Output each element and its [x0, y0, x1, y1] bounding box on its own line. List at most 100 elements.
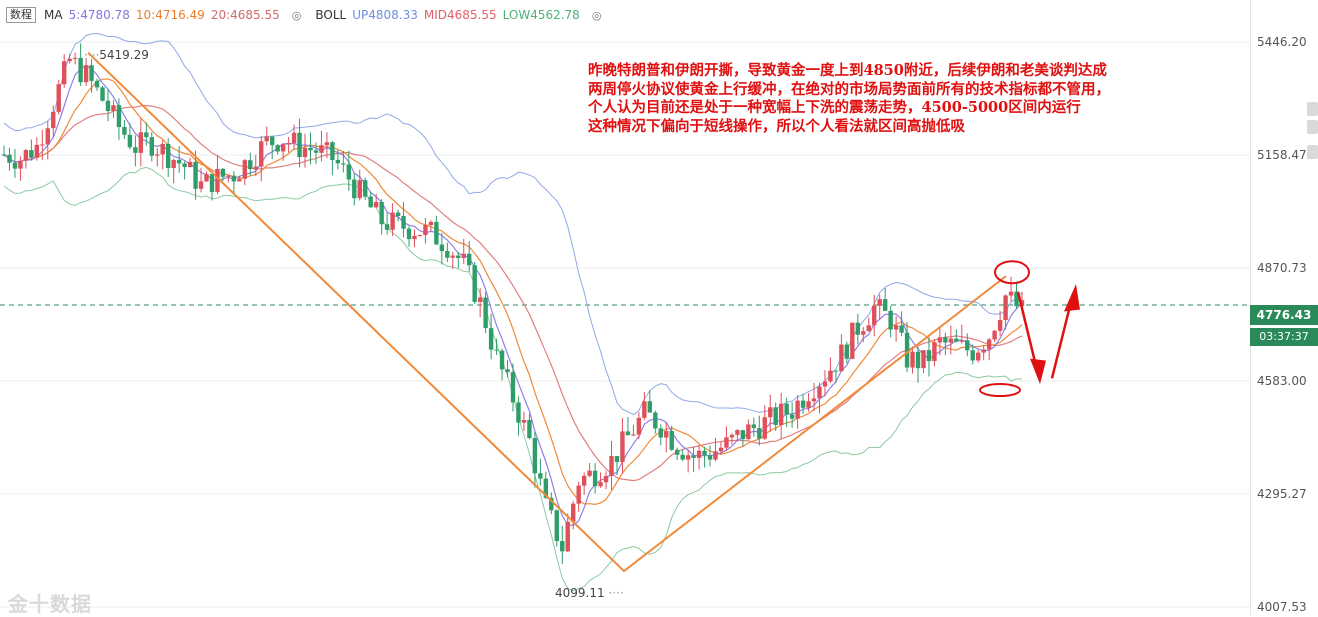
candle-body: [833, 370, 839, 372]
candle-body: [986, 339, 992, 350]
tab-label[interactable]: 数程: [6, 7, 36, 23]
ma10-line: [3, 78, 1023, 506]
candle-body: [910, 351, 915, 368]
candle-body: [921, 350, 926, 369]
candle-body: [565, 521, 570, 552]
candle-body: [264, 136, 269, 142]
candle-body: [620, 431, 625, 463]
candle-body: [319, 145, 324, 153]
candle-body: [757, 428, 762, 439]
candle-body: [499, 350, 505, 370]
watermark-logo: 金十数据: [8, 592, 92, 616]
candle-body: [538, 473, 543, 479]
candle-body: [932, 342, 937, 362]
candle-body: [483, 297, 488, 329]
candle-body: [587, 470, 592, 476]
scroll-handle-icon[interactable]: [1307, 145, 1318, 159]
candle-body: [395, 212, 401, 217]
high-marker: ····5419.29: [84, 48, 149, 62]
candle-body: [379, 201, 384, 225]
candle-body: [735, 430, 740, 435]
candle-body: [302, 147, 308, 157]
candle-body: [571, 503, 576, 522]
candle-body: [149, 137, 154, 156]
candle-body: [445, 251, 450, 258]
candle-body: [116, 105, 122, 128]
candle-body: [297, 132, 302, 157]
candle-body: [51, 111, 56, 129]
low-marker: 4099.11 ····: [555, 586, 624, 600]
candle-body: [248, 160, 253, 170]
candles: [1, 43, 1025, 565]
gridlines: [0, 41, 1250, 608]
countdown-tag: 03:37:37: [1250, 328, 1318, 346]
candle-body: [269, 136, 275, 146]
candle-body: [789, 414, 795, 419]
candle-body: [456, 255, 461, 259]
candle-body: [390, 212, 395, 230]
candle-body: [631, 434, 636, 436]
candle-body: [472, 265, 477, 302]
candle-body: [527, 420, 532, 439]
down-arrow-head: [1030, 358, 1046, 385]
candle-body: [352, 179, 357, 199]
axis-tick-label: 5158.47: [1257, 148, 1307, 162]
axis-tick-label: 4295.27: [1257, 487, 1307, 501]
candle-body: [729, 434, 735, 438]
candle-body: [176, 159, 182, 164]
candle-body: [674, 449, 680, 455]
candle-body: [598, 482, 603, 487]
candle-body: [204, 174, 209, 182]
candle-body: [954, 338, 959, 342]
candle-body: [844, 344, 850, 359]
candle-body: [308, 147, 313, 151]
candle-body: [642, 401, 647, 418]
candle-body: [160, 143, 165, 155]
candle-body: [94, 80, 100, 88]
candle-body: [237, 178, 242, 182]
candle-body: [231, 175, 237, 182]
candle-body: [488, 328, 494, 350]
candle-body: [412, 235, 417, 240]
candle-body: [724, 437, 729, 448]
boll-mid-value: MID4685.55: [423, 8, 497, 22]
scroll-handle-icon[interactable]: [1307, 102, 1318, 116]
candle-body: [242, 160, 248, 179]
candle-body: [516, 402, 521, 423]
candle-body: [72, 57, 78, 59]
eye-icon[interactable]: ◎: [591, 8, 602, 22]
annotation-marks: [979, 260, 1080, 398]
up-arrow-shaft: [1050, 297, 1074, 379]
candle-body: [209, 174, 215, 193]
trend-lines: [87, 51, 1007, 573]
candlestick-chart[interactable]: [0, 0, 1250, 615]
ma-title: MA: [44, 8, 63, 22]
candle-body: [828, 370, 833, 382]
candle-body: [461, 253, 466, 259]
boll-title: BOLL: [315, 8, 347, 22]
candle-body: [877, 299, 882, 306]
candle-body: [187, 161, 193, 168]
candle-body: [543, 478, 549, 498]
trend-line: [87, 51, 1007, 573]
candle-body: [904, 332, 910, 368]
candle-body: [138, 132, 144, 153]
scroll-handle-icon[interactable]: [1307, 120, 1318, 134]
current-price-tag: 4776.43: [1250, 305, 1318, 325]
axis-tick-label: 5446.20: [1257, 35, 1307, 49]
candle-body: [669, 431, 674, 450]
candle-body: [341, 163, 346, 165]
candle-body: [505, 369, 510, 373]
candle-body: [959, 340, 964, 342]
candle-body: [133, 147, 138, 153]
candle-body: [494, 349, 499, 351]
candle-body: [811, 398, 817, 402]
candle-body: [34, 144, 40, 158]
candle-body: [434, 221, 439, 245]
low-circle-mark: [979, 383, 1021, 398]
candle-body: [346, 164, 352, 180]
axis-tick-label: 4007.53: [1257, 600, 1307, 614]
eye-icon[interactable]: ◎: [291, 8, 302, 22]
candle-body: [67, 58, 72, 62]
candle-body: [56, 84, 61, 112]
